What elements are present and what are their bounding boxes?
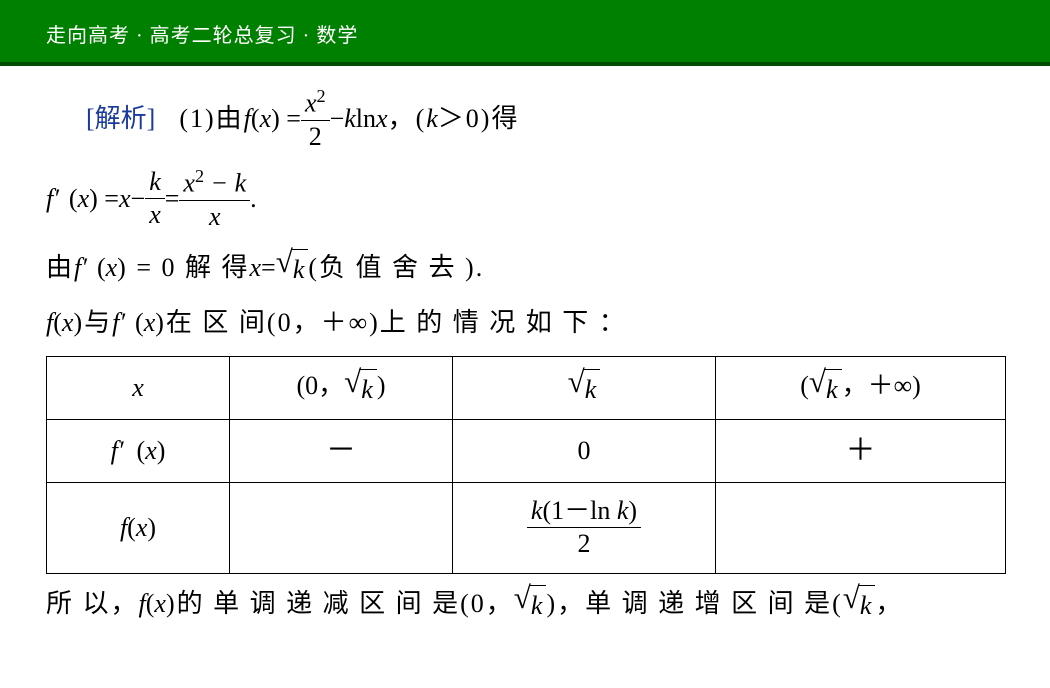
l3-sqrt: √k (276, 246, 309, 289)
header-banner: 走向高考 · 高考二轮总复习 · 数学 (0, 0, 1050, 66)
l1-eq: ) = (271, 99, 301, 138)
l1-comma: ，( (388, 99, 427, 138)
l1-pre: (1)由 (179, 99, 243, 138)
l1-minus: − (330, 99, 345, 138)
sign-table: x (0，√k) √k (√k，＋∞) f′ (x) － 0 ＋ f(x) k(… (46, 356, 1006, 574)
l1-frac: x2 2 (301, 86, 330, 152)
table-row: x (0，√k) √k (√k，＋∞) (47, 356, 1006, 419)
slide-body: [解析] (1)由 f ( x ) = x2 2 − k ln x ，( k ＞… (0, 66, 1050, 625)
line-2: f′ (x ) = x − k x = x2 − k x . (46, 166, 1004, 232)
line-3: 由 f′ (x ) = 0 解 得 x = √k (负 值 舍 去 ). (46, 246, 1004, 289)
line-5: 所 以， f(x )的 单 调 递 减 区 间 是(0， √k )，单 调 递 … (46, 582, 1004, 625)
l2-fp: f′ (46, 179, 59, 218)
l2-frac1: k x (145, 168, 165, 230)
table-row: f(x) k(1－ln k) 2 (47, 482, 1006, 573)
banner-title: 走向高考 · 高考二轮总复习 · 数学 (46, 19, 358, 48)
line-4: f(x )与 f′(x )在 区 间(0，＋∞)上 的 情 况 如 下 ： (46, 303, 1004, 342)
l1-f: f (244, 99, 251, 138)
table-row: f′ (x) － 0 ＋ (47, 419, 1006, 482)
l1-gt: ＞0)得 (438, 99, 520, 138)
l1-k2: k (426, 99, 438, 138)
l1-paren: ( (251, 99, 260, 138)
l1-x: x (260, 99, 272, 138)
table-frac: k(1－ln k) 2 (527, 497, 641, 559)
analysis-label: [解析] (86, 99, 155, 138)
l2-frac2: x2 − k x (179, 166, 250, 232)
line-1: [解析] (1)由 f ( x ) = x2 2 − k ln x ，( k ＞… (86, 86, 1004, 152)
l1-ln: ln (356, 99, 376, 138)
l1-k: k (344, 99, 356, 138)
l1-x2: x (376, 99, 388, 138)
